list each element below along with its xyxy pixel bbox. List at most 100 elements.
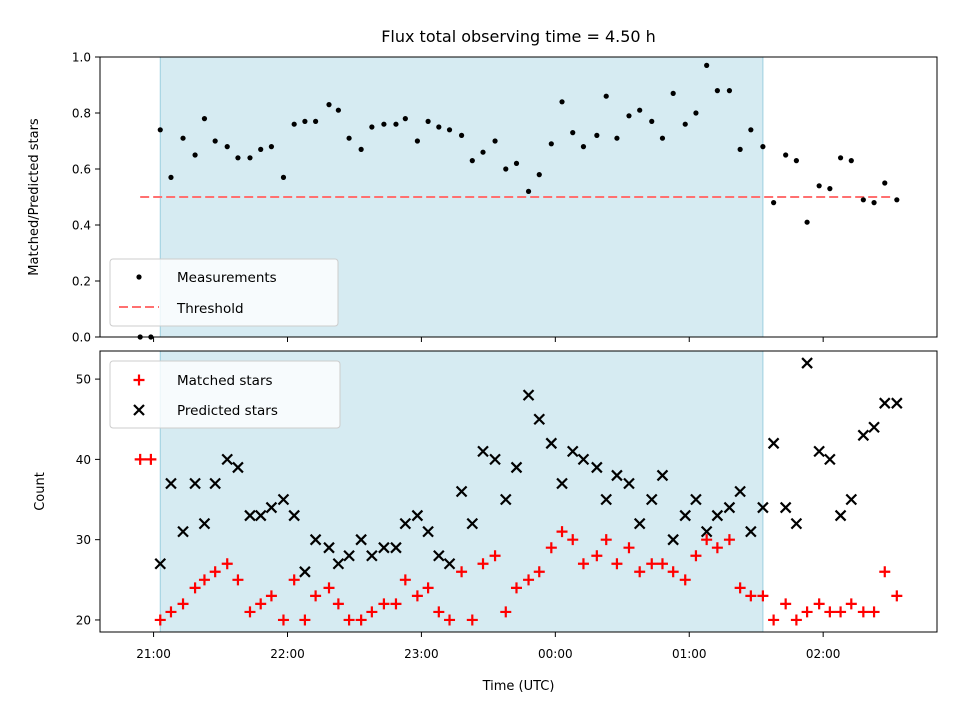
predicted-star-point — [254, 509, 267, 522]
measurement-point — [503, 166, 509, 172]
top-y-tick-label: 1.0 — [72, 51, 91, 65]
predicted-star-point — [545, 437, 558, 450]
matched-star-point — [399, 574, 411, 586]
matched-star-point — [489, 550, 501, 562]
predicted-star-point — [221, 453, 234, 466]
predicted-star-point — [477, 445, 489, 458]
matched-star-point — [390, 598, 402, 610]
predicted-star-point — [577, 453, 590, 466]
predicted-star-point — [299, 566, 311, 578]
measurement-point — [458, 132, 465, 138]
legend-predicted-marker — [133, 404, 145, 416]
predicted-star-point — [556, 477, 568, 490]
measurement-point — [168, 174, 174, 180]
matched-star-point — [723, 534, 735, 546]
matched-star-point — [288, 574, 300, 586]
predicted-star-point — [779, 501, 792, 514]
measurement-point — [637, 107, 643, 113]
matched-star-point — [567, 534, 579, 546]
predicted-star-point — [656, 469, 669, 482]
measurement-point — [224, 144, 230, 150]
predicted-star-point — [824, 453, 836, 466]
bottom-y-tick-label: 50 — [76, 373, 91, 387]
measurement-point — [393, 121, 399, 127]
measurement-point — [446, 127, 453, 133]
matched-star-point — [411, 590, 423, 602]
matched-star-point — [656, 558, 668, 570]
ratio-panel: 0.0 0.2 0.4 0.6 0.8 1.0 Measurements Threshold — [72, 51, 938, 345]
predicted-star-point — [868, 421, 880, 434]
matched-star-point — [255, 598, 267, 610]
predicted-star-point — [611, 469, 623, 482]
predicted-star-point — [700, 525, 713, 538]
matched-star-point — [523, 574, 535, 586]
matched-star-point — [679, 574, 691, 586]
predicted-star-point — [813, 445, 825, 458]
bottom-x-tick-label: 02:00 — [806, 647, 841, 661]
matched-star-point — [221, 558, 233, 570]
measurement-point — [804, 219, 810, 225]
legend-matched-marker — [133, 374, 145, 386]
x-axis-label: Time (UTC) — [482, 679, 555, 694]
measurement-point — [369, 124, 375, 130]
matched-star-point — [780, 598, 792, 610]
matched-star-point — [634, 566, 646, 578]
matched-star-point — [209, 566, 221, 578]
measurement-point — [425, 118, 431, 124]
measurement-point — [748, 127, 754, 133]
matched-star-point — [801, 606, 813, 618]
predicted-star-point — [790, 517, 803, 530]
measurement-point — [358, 146, 364, 152]
measurement-point — [436, 124, 442, 130]
legend-matched-label: Matched stars — [177, 373, 273, 389]
bottom-y-axis-label: Count — [33, 472, 48, 511]
predicted-star-point — [591, 461, 603, 474]
predicted-star-point — [489, 453, 501, 466]
measurement-point — [313, 118, 319, 124]
matched-star-point — [244, 606, 256, 618]
predicted-star-point — [500, 493, 512, 506]
measurement-point — [192, 152, 198, 158]
predicted-star-point — [332, 557, 345, 570]
measurement-point — [771, 200, 777, 206]
matched-star-point — [145, 453, 157, 465]
matched-star-point — [189, 582, 201, 594]
matched-star-point — [556, 526, 568, 538]
predicted-star-point — [600, 493, 612, 506]
predicted-star-point — [723, 501, 736, 514]
predicted-star-point — [878, 397, 891, 409]
predicted-star-point — [277, 493, 290, 506]
predicted-star-point — [623, 477, 635, 490]
measurement-point — [793, 158, 799, 164]
matched-star-point — [355, 614, 367, 626]
bottom-y-tick-label: 20 — [76, 613, 91, 627]
bottom-x-tick-label: 22:00 — [270, 647, 305, 661]
measurement-point — [201, 116, 208, 122]
legend-measurement-marker — [136, 274, 142, 280]
predicted-star-point — [533, 413, 546, 426]
measurement-point — [737, 146, 743, 152]
predicted-star-point — [154, 557, 167, 570]
predicted-star-point — [198, 517, 211, 530]
measurement-point — [513, 160, 520, 166]
matched-star-point — [198, 574, 210, 586]
matched-star-point — [600, 534, 612, 546]
predicted-star-point — [323, 541, 335, 554]
matched-star-point — [332, 598, 344, 610]
measurement-point — [580, 144, 587, 150]
matched-star-point — [510, 582, 522, 594]
predicted-star-point — [891, 397, 903, 409]
measurement-point — [268, 144, 275, 150]
measurement-point — [326, 102, 332, 108]
measurement-point — [704, 62, 710, 68]
measurement-point — [714, 88, 720, 94]
top-axes-frame — [99, 56, 938, 338]
measurement-point — [335, 107, 341, 113]
measurement-point — [381, 121, 387, 127]
measurement-point — [594, 132, 600, 138]
measurement-point — [871, 200, 877, 206]
predicted-star-point — [745, 525, 757, 538]
predicted-star-point — [366, 549, 378, 562]
measurement-point — [726, 88, 733, 94]
matched-star-point — [323, 582, 335, 594]
